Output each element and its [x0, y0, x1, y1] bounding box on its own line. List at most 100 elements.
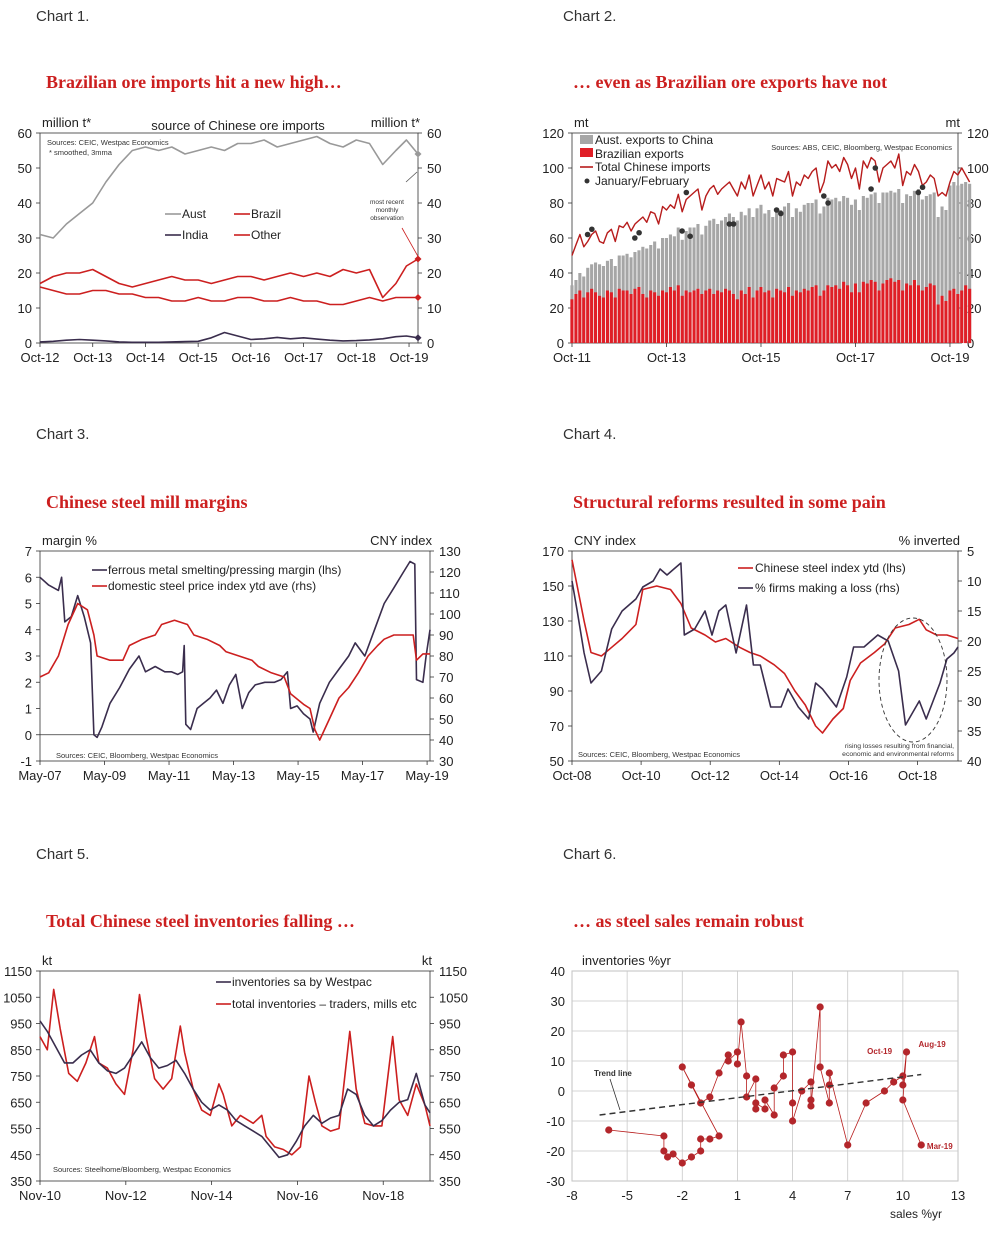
- brazil-export-bar: [716, 290, 720, 343]
- chart-3-plot: -1 0 1 2 3 4 5 6 7 30 40 50 60 70 80 90 100 110 120 130 May-…: [18, 533, 461, 783]
- y-tick-label: 40: [550, 266, 564, 281]
- aust-export-bar: [724, 217, 728, 343]
- chart-title: Brazilian ore imports hit a new high…: [46, 72, 342, 92]
- scatter-point: [816, 1063, 824, 1071]
- x-tick-label: 1: [734, 1188, 741, 1203]
- aust-export-bar: [956, 185, 960, 343]
- x-tick-label: May-15: [276, 768, 319, 783]
- annotation-text: most recent: [370, 199, 404, 206]
- brazil-export-bar: [731, 294, 735, 343]
- loss-firms-line: [571, 562, 959, 726]
- chart-number: Chart 2.: [563, 8, 617, 25]
- legend-label: Brazilian exports: [595, 147, 684, 161]
- aust-export-bar: [928, 194, 932, 344]
- aust-export-bar: [916, 189, 920, 343]
- x-tick-label: -2: [677, 1188, 689, 1203]
- brazil-export-bar: [873, 281, 877, 344]
- aust-export-bar: [826, 197, 830, 344]
- scatter-point: [798, 1087, 806, 1095]
- aust-export-bar: [696, 224, 700, 343]
- y-tick-label: 0: [25, 728, 32, 743]
- brazil-export-bar: [578, 290, 582, 343]
- series-line-other: [39, 286, 418, 306]
- y2-tick-label: 30: [967, 694, 981, 709]
- scatter-point: [687, 1081, 696, 1089]
- x-tick-label: 7: [844, 1188, 851, 1203]
- aust-export-bar: [822, 206, 826, 343]
- y2-tick-label: 650: [439, 1095, 461, 1110]
- y2-tick-label: 1050: [439, 990, 468, 1005]
- price-index-line: [39, 602, 430, 741]
- brazil-export-bar: [893, 281, 897, 344]
- brazil-export-bar: [964, 285, 968, 344]
- y-tick-label: 20: [551, 1024, 565, 1039]
- y-tick-label: 150: [542, 579, 564, 594]
- aust-export-bar: [905, 194, 909, 344]
- brazil-export-bar: [842, 281, 846, 344]
- x-tick-label: 13: [951, 1188, 965, 1203]
- scatter-point: [807, 1096, 815, 1104]
- y-tick-label: 950: [10, 1017, 32, 1032]
- y-tick-label: -1: [20, 754, 32, 769]
- y2-tick-label: 950: [439, 1017, 461, 1032]
- aust-export-bar: [704, 225, 708, 344]
- x-tick-label: Oct-13: [647, 350, 686, 365]
- aust-export-bar: [727, 213, 731, 343]
- brazil-export-bar: [601, 297, 605, 343]
- sources-note: Sources: CEIC, Bloomberg, Westpac Econom…: [578, 750, 740, 759]
- brazil-export-bar: [771, 297, 775, 343]
- aust-export-bar: [838, 201, 842, 344]
- y-tick-label: 40: [18, 196, 32, 211]
- brazil-export-bar: [751, 297, 755, 343]
- legend-label: Brazil: [251, 207, 281, 221]
- aust-export-bar: [850, 204, 854, 344]
- brazil-export-bar: [869, 280, 873, 343]
- aust-export-bar: [901, 203, 905, 343]
- chart-title: Structural reforms resulted in some pain: [573, 492, 886, 512]
- legend-label: Aust: [182, 207, 207, 221]
- aust-export-bar: [653, 241, 657, 343]
- y-tick-label: 0: [25, 336, 32, 351]
- total-imports-line: [571, 153, 971, 256]
- scatter-point: [899, 1081, 907, 1089]
- brazil-export-bar: [712, 294, 716, 343]
- aust-export-bar: [869, 194, 873, 344]
- aust-export-bar: [739, 211, 743, 344]
- aust-export-bar: [747, 208, 751, 344]
- y2-tick-label: 750: [439, 1069, 461, 1084]
- scatter-point: [743, 1072, 751, 1080]
- brazil-export-bar: [850, 292, 854, 344]
- brazil-export-bar: [617, 288, 621, 344]
- chart-title: Total Chinese steel inventories falling …: [46, 911, 355, 931]
- brazil-export-bar: [629, 294, 633, 343]
- brazil-export-bar: [763, 292, 767, 344]
- y2-tick-label: 20: [427, 266, 441, 281]
- chart-4-panel: Chart 4. Structural reforms resulted in …: [500, 418, 1000, 818]
- scatter-point: [752, 1105, 760, 1113]
- brazil-export-bar: [621, 290, 625, 343]
- scatter-point: [663, 1153, 672, 1161]
- y-axis-label: margin %: [42, 533, 97, 548]
- brazil-export-bar: [668, 287, 672, 343]
- brazil-export-bar: [767, 290, 771, 343]
- chart-title: … as steel sales remain robust: [573, 911, 804, 931]
- aust-export-bar: [798, 211, 802, 344]
- scatter-point: [779, 1051, 787, 1059]
- jan-feb-dot: [679, 228, 685, 234]
- y2-tick-label: 100: [439, 607, 461, 622]
- aust-export-bar: [940, 206, 944, 343]
- brazil-export-bar: [613, 297, 617, 343]
- brazil-export-bar: [846, 285, 850, 344]
- inventories-sa-line: [39, 1020, 431, 1159]
- scatter-point: [687, 1153, 696, 1161]
- y2-tick-label: 90: [439, 628, 453, 643]
- aust-export-bar: [751, 217, 755, 343]
- y-tick-label: -20: [546, 1144, 565, 1159]
- annotation-text: economic and environmental reforms: [842, 751, 954, 758]
- aust-export-bar: [818, 213, 822, 343]
- aust-export-bar: [920, 199, 924, 343]
- x-tick-label: May-07: [18, 768, 61, 783]
- y2-tick-label: 20: [967, 634, 981, 649]
- scatter-point: [733, 1060, 742, 1068]
- brazil-export-bar: [759, 287, 763, 343]
